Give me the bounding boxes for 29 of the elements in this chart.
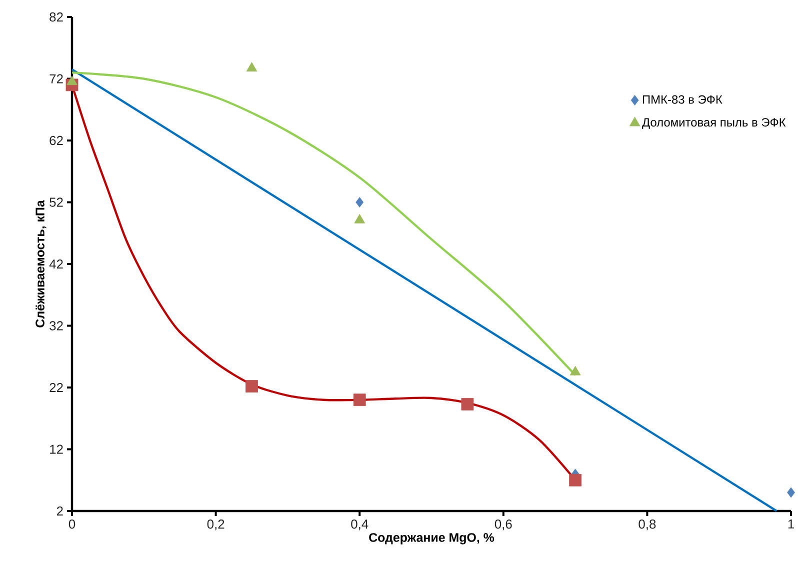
y-tick-label: 12 [50,444,63,454]
legend-label: ПМК-83 в ЭФК [642,95,722,104]
point [787,487,795,498]
point [354,214,365,224]
point [570,366,581,376]
x-tick-label: 0,4 [351,520,368,530]
legend-label: Доломитовая пыль в ЭФК [642,118,786,129]
y-tick-label: 52 [50,198,63,207]
x-axis-title: Содержание MgO, % [369,533,494,544]
point [461,398,474,410]
x-tick-label: 0 [68,520,76,529]
y-tick-label: 2 [56,506,63,516]
x-tick-label: 0,8 [638,520,656,530]
y-tick-label: 62 [50,136,63,146]
x-tick-label: 0,2 [207,520,224,530]
x-tick-label: 1 [788,520,794,528]
point [569,474,582,486]
y-tick-label: 32 [50,321,63,330]
y-tick-label: 82 [50,12,63,22]
y-axis-title: Слёживаемость, кПа [36,200,46,328]
point [356,197,364,208]
point [246,380,258,392]
point [66,76,78,86]
x-tick-label: 0,6 [494,520,512,530]
y-tick-label: 72 [50,74,63,84]
point [353,394,366,406]
y-tick-label: 22 [50,382,63,392]
point [246,62,258,72]
y-tick-label: 42 [49,259,63,269]
